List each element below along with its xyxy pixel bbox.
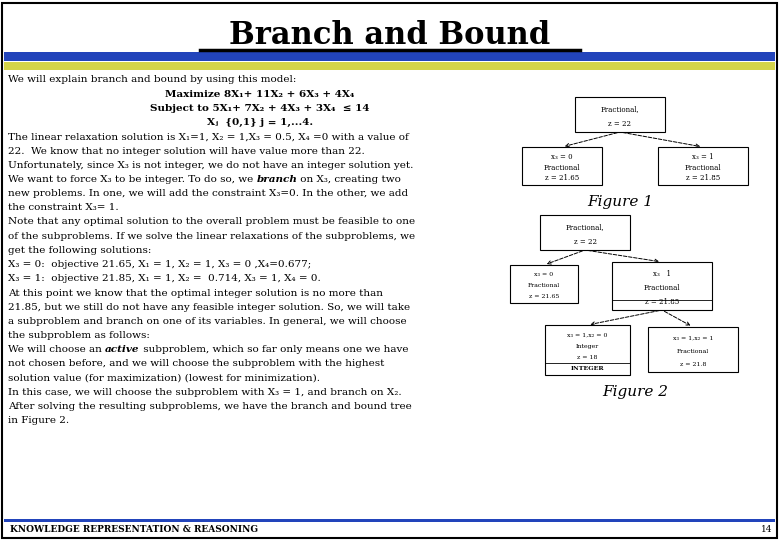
Text: Fractional,: Fractional, — [601, 106, 640, 113]
Text: After solving the resulting subproblems, we have the branch and bound tree: After solving the resulting subproblems,… — [8, 402, 412, 411]
Bar — [545, 325, 630, 375]
Bar — [540, 215, 630, 250]
Text: Figure 1: Figure 1 — [587, 195, 653, 209]
Text: x₃ = 1: x₃ = 1 — [692, 153, 714, 161]
Text: We want to force X₃ to be integer. To do so, we: We want to force X₃ to be integer. To do… — [8, 175, 257, 184]
Text: x₃ = 1,x₂ = 0: x₃ = 1,x₂ = 0 — [567, 333, 608, 338]
Text: z = 21.65: z = 21.65 — [545, 174, 579, 183]
Bar — [575, 97, 665, 132]
Text: z = 21.85: z = 21.85 — [686, 174, 720, 183]
Text: in Figure 2.: in Figure 2. — [8, 416, 69, 426]
Text: KNOWLEDGE REPRESENTATION & REASONING: KNOWLEDGE REPRESENTATION & REASONING — [10, 525, 258, 535]
Bar — [4, 519, 775, 522]
Text: z = 21.65: z = 21.65 — [529, 294, 559, 299]
Text: Fractional: Fractional — [685, 164, 722, 172]
Text: x₃   1: x₃ 1 — [653, 271, 671, 278]
Bar — [648, 327, 738, 372]
Text: Unfortunately, since X₃ is not integer, we do not have an integer solution yet.: Unfortunately, since X₃ is not integer, … — [8, 161, 413, 170]
Text: z = 22: z = 22 — [573, 238, 597, 246]
Text: 14: 14 — [760, 525, 772, 535]
Text: z = 21.8: z = 21.8 — [679, 362, 706, 367]
Text: z = 21.85: z = 21.85 — [645, 298, 679, 306]
Text: of the subproblems. If we solve the linear relaxations of the subproblems, we: of the subproblems. If we solve the line… — [8, 232, 415, 241]
Text: new problems. In one, we will add the constraint X₃=0. In the other, we add: new problems. In one, we will add the co… — [8, 189, 408, 198]
Text: Branch and Bound: Branch and Bound — [229, 19, 551, 51]
Text: z = 18: z = 18 — [577, 355, 597, 360]
Bar — [4, 52, 775, 61]
Text: We will explain branch and bound by using this model:: We will explain branch and bound by usin… — [8, 76, 296, 84]
Text: Subject to 5X₁+ 7X₂ + 4X₃ + 3X₄  ≤ 14: Subject to 5X₁+ 7X₂ + 4X₃ + 3X₄ ≤ 14 — [151, 104, 370, 113]
Text: branch: branch — [257, 175, 297, 184]
Text: Xⱼ  {0,1} j = 1,...4.: Xⱼ {0,1} j = 1,...4. — [207, 118, 313, 127]
Text: a subproblem and branch on one of its variables. In general, we will choose: a subproblem and branch on one of its va… — [8, 317, 406, 326]
Text: active: active — [105, 345, 140, 354]
Bar — [4, 62, 775, 70]
Text: Fractional: Fractional — [644, 284, 680, 292]
Text: not chosen before, and we will choose the subproblem with the highest: not chosen before, and we will choose th… — [8, 360, 385, 368]
Text: solution value (for maximization) (lowest for minimization).: solution value (for maximization) (lowes… — [8, 374, 320, 383]
Text: Figure 2: Figure 2 — [602, 385, 668, 399]
Text: the subproblem as follows:: the subproblem as follows: — [8, 331, 150, 340]
Text: get the following solutions:: get the following solutions: — [8, 246, 151, 255]
Text: on X₃, creating two: on X₃, creating two — [297, 175, 401, 184]
Text: x₃ = 0: x₃ = 0 — [534, 272, 554, 277]
Bar — [522, 147, 602, 185]
Text: In this case, we will choose the subproblem with X₃ = 1, and branch on X₂.: In this case, we will choose the subprob… — [8, 388, 402, 397]
Text: 21.85, but we still do not have any feasible integer solution. So, we will take: 21.85, but we still do not have any feas… — [8, 303, 410, 312]
Text: We will choose an: We will choose an — [8, 345, 105, 354]
Text: X₃ = 1:  objective 21.85, X₁ = 1, X₂ =  0.714, X₃ = 1, X₄ = 0.: X₃ = 1: objective 21.85, X₁ = 1, X₂ = 0.… — [8, 274, 321, 284]
Bar — [612, 262, 712, 310]
Text: Fractional: Fractional — [544, 164, 580, 172]
Text: z = 22: z = 22 — [608, 119, 632, 127]
Bar — [658, 147, 748, 185]
Text: x₃ = 0: x₃ = 0 — [551, 153, 573, 161]
Text: X₃ = 0:  objective 21.65, X₁ = 1, X₂ = 1, X₃ = 0 ,X₄=0.677;: X₃ = 0: objective 21.65, X₁ = 1, X₂ = 1,… — [8, 260, 311, 269]
Text: Fractional: Fractional — [677, 349, 709, 354]
Text: subproblem, which so far only means one we have: subproblem, which so far only means one … — [140, 345, 408, 354]
Text: the constraint X₃= 1.: the constraint X₃= 1. — [8, 203, 119, 212]
Text: Integer: Integer — [576, 343, 599, 349]
Text: INTEGER: INTEGER — [571, 366, 605, 371]
Text: At this point we know that the optimal integer solution is no more than: At this point we know that the optimal i… — [8, 288, 383, 298]
Text: Fractional,: Fractional, — [566, 224, 604, 232]
Text: x₃ = 1,x₂ = 1: x₃ = 1,x₂ = 1 — [672, 336, 713, 341]
Bar — [510, 265, 578, 303]
Text: Fractional: Fractional — [528, 283, 560, 288]
Text: 22.  We know that no integer solution will have value more than 22.: 22. We know that no integer solution wil… — [8, 146, 365, 156]
Text: Note that any optimal solution to the overall problem must be feasible to one: Note that any optimal solution to the ov… — [8, 218, 415, 226]
Text: Maximize 8X₁+ 11X₂ + 6X₃ + 4X₄: Maximize 8X₁+ 11X₂ + 6X₃ + 4X₄ — [165, 90, 355, 99]
Text: The linear relaxation solution is X₁=1, X₂ = 1,X₃ = 0.5, X₄ =0 with a value of: The linear relaxation solution is X₁=1, … — [8, 132, 409, 141]
